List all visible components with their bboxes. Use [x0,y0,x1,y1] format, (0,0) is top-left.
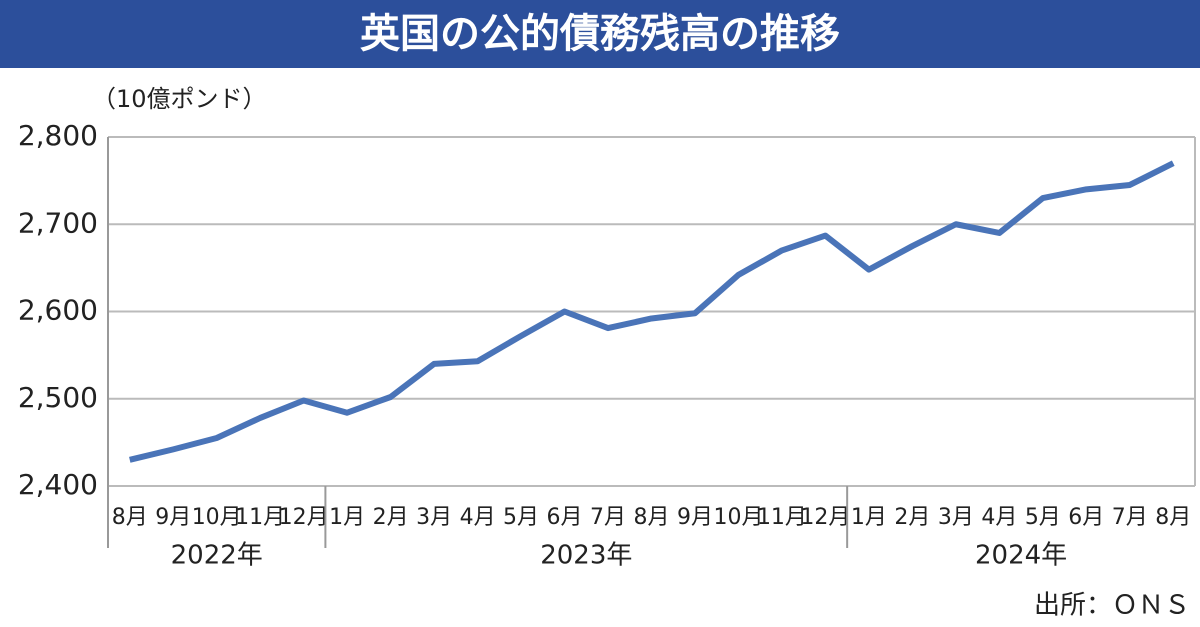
x-tick-label: 5月 [1025,505,1061,530]
x-tick-label: 6月 [1068,505,1104,530]
y-tick-label: 2,500 [18,381,98,414]
x-tick-label: 4月 [981,505,1017,530]
x-tick-label: 10月 [713,505,763,530]
x-tick-label: 5月 [503,505,539,530]
y-tick-label: 2,700 [18,206,98,239]
title-bar [0,0,1200,68]
x-tick-label: 10月 [192,505,242,530]
y-tick-label: 2,800 [18,119,98,152]
x-tick-label: 12月 [279,505,329,530]
x-tick-label: 9月 [155,505,191,530]
x-tick-label: 8月 [1155,505,1191,530]
x-tick-label: 8月 [112,505,148,530]
x-tick-label: 7月 [590,505,626,530]
x-tick-label: 4月 [460,505,496,530]
x-tick-label: 6月 [547,505,583,530]
group-label: 2024年 [975,541,1067,571]
y-tick-label: 2,400 [18,468,98,501]
unit-label: （10億ポンド） [92,85,267,113]
x-tick-label: 12月 [800,505,850,530]
x-tick-label: 1月 [329,505,365,530]
data-line [129,160,1175,463]
x-tick-label: 11月 [757,505,807,530]
x-tick-label: 9月 [677,505,713,530]
x-tick-label: 8月 [634,505,670,530]
chart-title: 英国の公的債務残高の推移 [360,11,840,57]
x-tick-label: 2月 [373,505,409,530]
group-label: 2022年 [171,541,263,571]
group-label: 2023年 [540,541,632,571]
x-tick-label: 3月 [938,505,974,530]
x-tick-label: 11月 [235,505,285,530]
x-tick-label: 1月 [851,505,887,530]
x-tick-label: 7月 [1112,505,1148,530]
y-tick-label: 2,600 [18,294,98,327]
x-tick-label: 3月 [416,505,452,530]
source: 出所：ＯＮＳ [1034,591,1190,621]
x-tick-label: 2月 [894,505,930,530]
